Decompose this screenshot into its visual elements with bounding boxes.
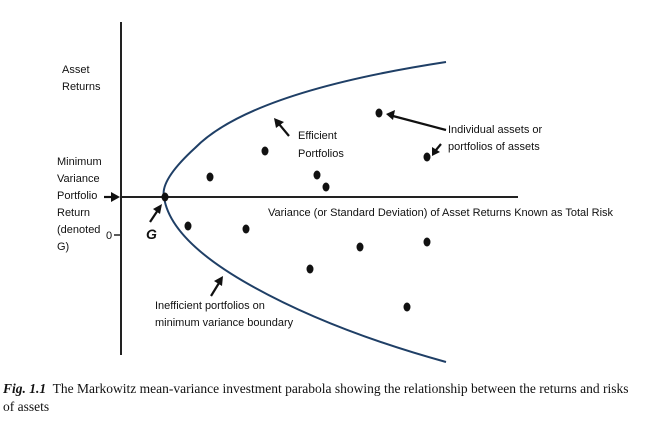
min-variance-arrow — [111, 192, 120, 202]
efficient-label: Efficient Portfolios — [298, 130, 344, 160]
asset-point — [306, 264, 314, 274]
x-axis-label: Variance (or Standard Deviation) of Asse… — [268, 207, 614, 219]
asset-point — [423, 152, 431, 162]
g-arrow — [153, 204, 162, 214]
asset-point — [206, 172, 214, 182]
y-axis-label: Asset Returns — [62, 64, 101, 93]
asset-point — [403, 302, 411, 312]
asset-point — [184, 221, 192, 231]
zero-label: 0 — [106, 230, 112, 242]
individual-arrow-2 — [432, 147, 440, 156]
caption-text: The Markowitz mean-variance investment p… — [3, 381, 629, 414]
inefficient-arrow — [214, 276, 223, 286]
markowitz-diagram: Asset Returns Minimum Variance Portfolio… — [57, 22, 614, 363]
figure-number: Fig. 1.1 — [3, 381, 47, 396]
individual-arrow — [386, 110, 395, 120]
efficient-arrow — [274, 118, 284, 128]
figure-caption: Fig. 1.1 The Markowitz mean-variance inv… — [3, 380, 643, 416]
asset-point — [356, 242, 364, 252]
asset-points — [184, 108, 431, 312]
asset-point — [375, 108, 383, 118]
efficient-frontier-curve — [162, 61, 447, 198]
asset-point — [261, 146, 269, 156]
individual-label: Individual assets or portfolios of asset… — [448, 124, 545, 153]
asset-point — [242, 224, 250, 234]
min-variance-label: Minimum Variance Portfolio Return (denot… — [57, 156, 105, 253]
inefficient-boundary-curve — [163, 196, 447, 363]
asset-point — [313, 170, 321, 180]
g-label: G — [146, 226, 157, 242]
asset-point — [423, 237, 431, 247]
asset-point — [322, 182, 330, 192]
g-point — [161, 192, 169, 202]
inefficient-label: Inefficient portfolios on minimum varian… — [155, 300, 294, 329]
annotation-arrows — [104, 110, 447, 297]
